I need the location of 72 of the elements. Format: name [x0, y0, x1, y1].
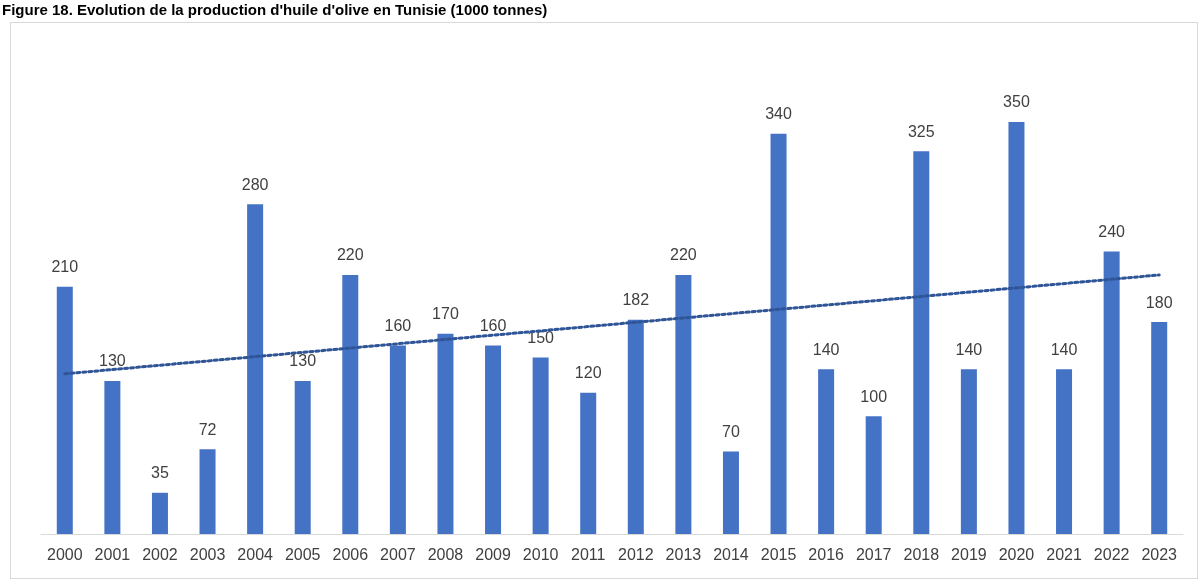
bar [437, 333, 454, 534]
data-label: 35 [151, 464, 169, 482]
x-tick-label: 2014 [713, 545, 749, 563]
x-tick-label: 2023 [1141, 545, 1178, 563]
data-label: 280 [241, 175, 269, 193]
x-tick-label: 2002 [142, 545, 178, 563]
x-tick-label: 2022 [1093, 545, 1130, 563]
bar [389, 345, 406, 534]
x-tick-label: 2007 [380, 545, 416, 563]
x-tick-label: 2006 [332, 545, 369, 563]
bar [1008, 121, 1025, 534]
data-label: 210 [51, 258, 79, 276]
data-label: 130 [289, 352, 317, 370]
bar [56, 286, 73, 534]
data-label: 70 [722, 423, 740, 441]
bar [770, 133, 787, 534]
x-tick-label: 2004 [237, 545, 274, 563]
bar [722, 451, 739, 534]
data-label: 140 [812, 340, 840, 358]
x-tick-label: 2017 [855, 545, 892, 563]
x-tick-label: 2012 [617, 545, 654, 563]
bar [104, 380, 121, 534]
data-label: 120 [574, 364, 602, 382]
bar [1056, 369, 1073, 534]
x-tick-label: 2011 [571, 545, 606, 563]
data-label: 220 [670, 246, 697, 264]
data-label: 180 [1145, 293, 1173, 311]
x-tick-label: 2019 [951, 545, 987, 563]
bar [294, 380, 311, 534]
bar [580, 392, 597, 534]
bar [199, 449, 216, 534]
x-tick-label: 2000 [46, 545, 83, 563]
x-tick-label: 2013 [665, 545, 702, 563]
chart-title: Figure 18. Evolution de la production d'huile d'olive en Tunisie (1000 tonnes) [2, 1, 548, 18]
x-tick-label: 2021 [1046, 545, 1082, 563]
data-label: 130 [99, 352, 126, 370]
data-label: 140 [955, 340, 983, 358]
bar [675, 274, 692, 534]
x-tick-label: 2008 [427, 545, 464, 563]
bar [1103, 251, 1120, 534]
x-tick-label: 2015 [760, 545, 797, 563]
bar [818, 369, 835, 534]
x-tick-label: 2009 [475, 545, 511, 563]
data-label: 72 [198, 420, 217, 438]
bar [151, 492, 168, 534]
data-label: 350 [1003, 93, 1030, 111]
x-tick-label: 2005 [284, 545, 321, 563]
data-label: 160 [384, 317, 412, 335]
data-label: 160 [479, 317, 507, 335]
x-tick-label: 2018 [903, 545, 940, 563]
data-label: 325 [907, 122, 935, 140]
bar [342, 274, 359, 534]
data-label: 240 [1098, 222, 1126, 240]
data-label: 220 [336, 246, 364, 264]
bar [960, 369, 977, 534]
bar [247, 204, 264, 534]
bar [485, 345, 502, 534]
x-tick-label: 2003 [189, 545, 226, 563]
x-tick-label: 2001 [94, 545, 131, 563]
bar [1151, 322, 1168, 534]
data-label: 140 [1050, 340, 1078, 358]
x-tick-label: 2010 [522, 545, 559, 563]
bar [627, 319, 644, 534]
data-label: 340 [765, 105, 792, 123]
x-tick-label: 2020 [998, 545, 1035, 563]
data-label: 100 [860, 387, 888, 405]
bar [913, 151, 930, 534]
bar [532, 357, 549, 534]
bar [865, 416, 882, 534]
data-label: 182 [622, 291, 650, 309]
data-label: 170 [432, 305, 459, 323]
x-tick-label: 2016 [808, 545, 845, 563]
